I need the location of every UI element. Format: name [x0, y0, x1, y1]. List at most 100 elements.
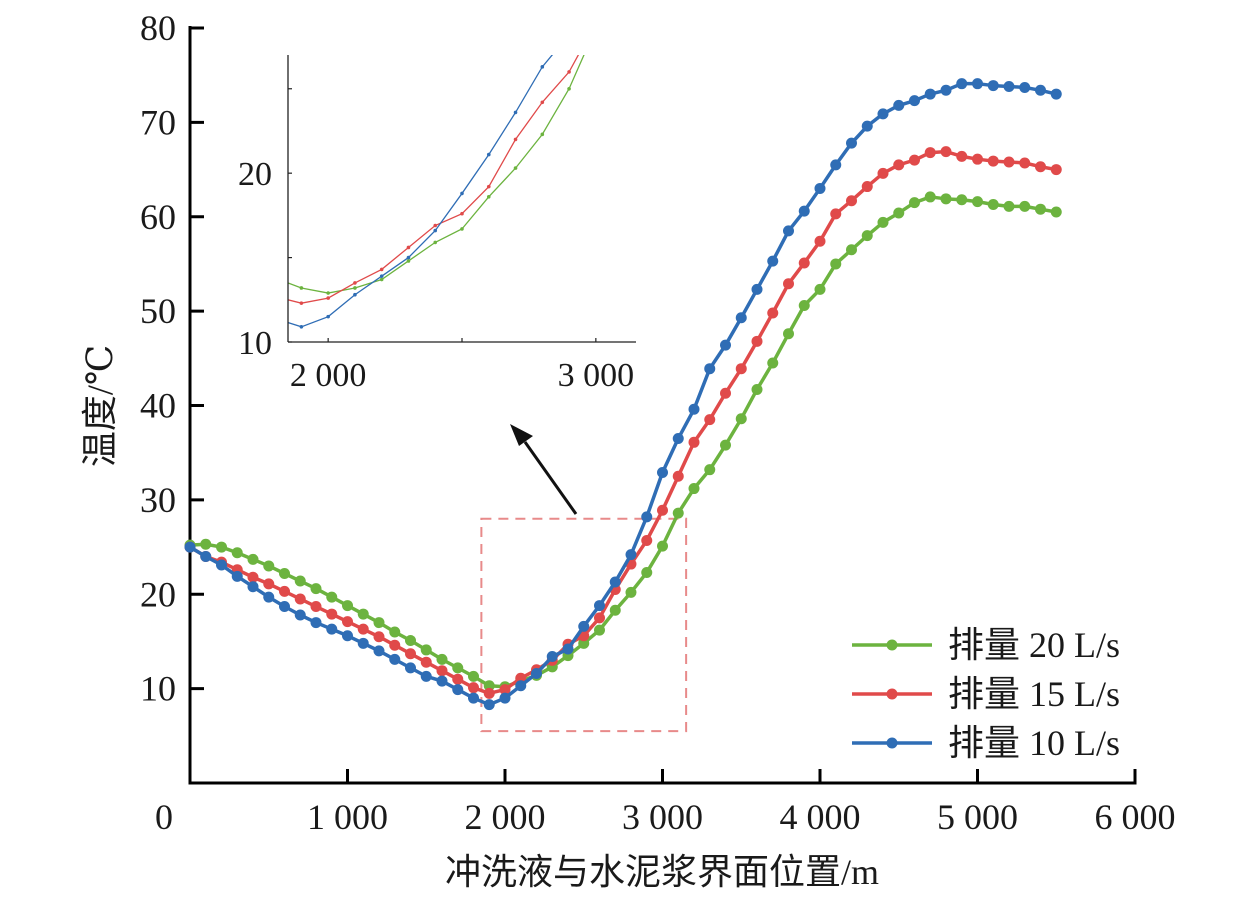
inset-data-point [540, 132, 545, 137]
inset-data-point [299, 325, 304, 329]
data-point [798, 205, 810, 217]
data-point [1050, 206, 1062, 218]
data-point [924, 147, 936, 159]
inset-x-tick-label: 2 000 [290, 357, 367, 394]
data-point [357, 608, 369, 620]
data-point [893, 99, 905, 111]
y-tick-label: 30 [140, 480, 176, 520]
data-point [657, 504, 668, 516]
data-point [972, 196, 983, 208]
data-point [468, 682, 479, 694]
zoom-arrow [510, 424, 578, 515]
data-point [641, 567, 653, 579]
data-point [578, 637, 590, 649]
inset-series-group [288, 21, 598, 329]
data-point [987, 198, 999, 210]
inset-series-line [288, 55, 554, 328]
inset-data-point [379, 267, 384, 272]
data-point [420, 656, 432, 668]
legend-marker [886, 737, 898, 749]
data-point [310, 617, 322, 629]
data-point [783, 328, 794, 340]
data-point [216, 559, 227, 571]
y-tick-label: 10 [140, 669, 176, 709]
inset-data-point [433, 240, 438, 245]
data-point [389, 653, 401, 665]
inset-data-point [594, 21, 598, 25]
zoom-region-rect [480, 517, 688, 733]
data-point [924, 191, 936, 203]
data-point [751, 335, 763, 347]
data-point [405, 648, 416, 660]
data-point [924, 88, 936, 100]
data-point [1035, 161, 1046, 173]
data-point [1050, 164, 1062, 176]
data-point [861, 120, 873, 132]
legend: 排量 20 L/s 排量 15 L/s 排量 10 L/s [852, 625, 1120, 763]
data-point [814, 283, 826, 295]
data-point [625, 586, 637, 598]
inset-data-point [486, 152, 491, 157]
data-point [909, 154, 920, 166]
legend-marker [886, 639, 898, 651]
data-point [672, 470, 684, 482]
x-tick-label: 1 000 [307, 797, 388, 837]
data-point [1003, 156, 1015, 168]
series-10-ls [184, 78, 1062, 711]
data-point [846, 195, 857, 207]
data-point [877, 167, 889, 179]
data-point [767, 357, 779, 369]
data-point [483, 680, 495, 692]
data-point [436, 665, 448, 677]
data-point [436, 675, 448, 687]
data-point [405, 662, 416, 674]
inset-data-point [513, 166, 518, 170]
data-point [798, 257, 810, 269]
data-point [231, 547, 243, 559]
data-point [310, 601, 322, 613]
inset-data-point [379, 274, 384, 278]
inset-data-point [326, 291, 330, 295]
data-point [688, 403, 700, 415]
data-point [735, 363, 747, 375]
data-point [1019, 157, 1031, 169]
data-point [720, 387, 731, 399]
data-point [846, 137, 857, 149]
data-point [436, 653, 448, 665]
data-point [641, 511, 653, 523]
y-tick-label: 80 [140, 8, 176, 48]
data-point [1035, 203, 1046, 215]
inset-series-15-ls [288, 21, 598, 305]
data-point [294, 593, 306, 605]
x-tick-label: 4 000 [780, 797, 861, 837]
data-point [468, 692, 479, 704]
data-point [704, 363, 716, 375]
data-point [641, 534, 653, 546]
inset-series-10-ls [288, 33, 571, 329]
x-tick-label: 3 000 [622, 797, 703, 837]
legend-item: 排量 15 L/s [852, 674, 1120, 714]
data-point [216, 541, 227, 553]
data-point [184, 541, 196, 553]
data-point [798, 299, 810, 311]
data-point [483, 699, 495, 711]
data-point [688, 436, 700, 448]
inset-data-point [299, 286, 304, 290]
inset-data-point [353, 281, 357, 285]
data-point [893, 159, 905, 171]
data-point [767, 255, 779, 267]
data-point [940, 84, 952, 96]
data-point [452, 684, 464, 696]
data-point [357, 623, 369, 635]
data-point [594, 600, 605, 612]
data-point [420, 644, 432, 656]
inset-data-point [567, 33, 571, 37]
data-point [1035, 84, 1046, 96]
inset-data-point [299, 301, 304, 305]
inset-data-point [433, 223, 438, 228]
data-point [972, 153, 983, 165]
data-point [720, 439, 731, 451]
data-point [310, 583, 322, 595]
data-point [704, 414, 716, 426]
